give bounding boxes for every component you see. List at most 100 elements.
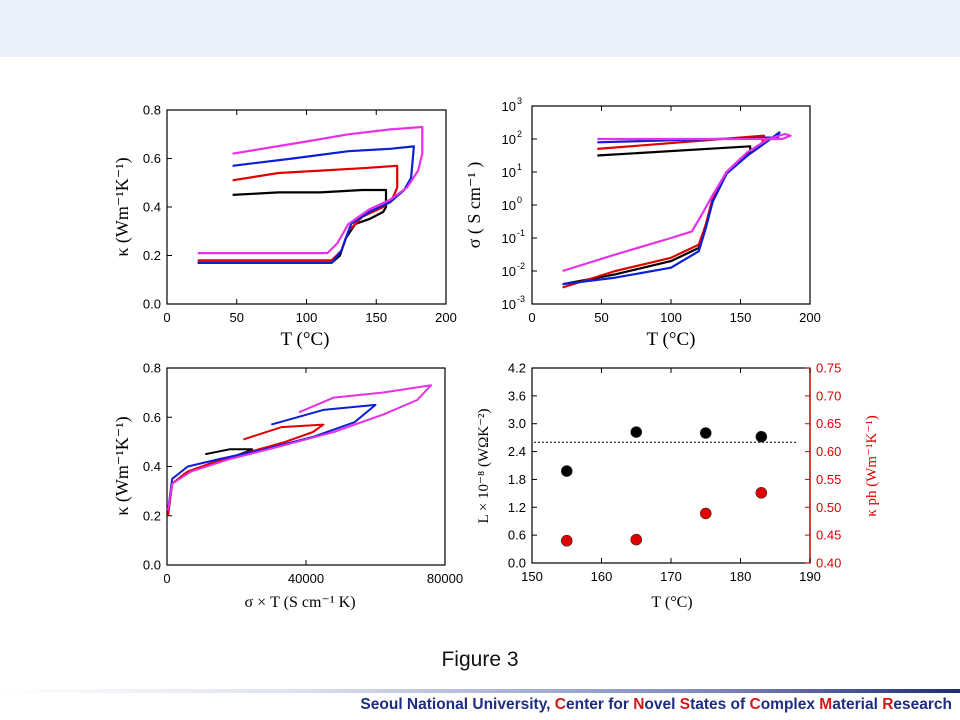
data-point-black <box>630 426 643 438</box>
x-tick-label: 0 <box>163 310 170 325</box>
y-tick-label: 0.0 <box>143 558 161 573</box>
y-tick-exponent: 2 <box>517 129 522 139</box>
title-band <box>0 0 960 57</box>
y-tick-label-right: 0.40 <box>816 556 841 571</box>
data-point-red <box>699 507 712 520</box>
y-tick-label: 10 <box>502 297 516 312</box>
y-tick-label-right: 0.60 <box>816 444 841 459</box>
footer-text-part: aterial <box>832 696 883 713</box>
footer-text-part: esearch <box>893 696 952 713</box>
series-line-magenta <box>562 132 792 273</box>
x-tick-label: 160 <box>591 569 613 584</box>
y-axis-label-left: L × 10⁻⁸ (WΩK⁻²) <box>476 408 492 523</box>
y-tick-label: 10 <box>502 231 516 246</box>
footer-text-part: Seoul National University, <box>360 696 555 713</box>
y-tick-label: 0.0 <box>508 556 526 571</box>
series-line-magenta <box>167 384 433 511</box>
footer-text-part: S <box>679 696 691 713</box>
x-tick-label: 150 <box>365 310 387 325</box>
x-tick-label: 200 <box>799 310 821 325</box>
x-tick-label: 100 <box>660 310 682 325</box>
institution-footer: Seoul National University, Center for No… <box>360 696 952 714</box>
y-tick-label: 0.6 <box>143 410 161 425</box>
series-line-magenta <box>197 125 424 255</box>
x-tick-label: 40000 <box>288 571 324 586</box>
y-tick-label: 0.6 <box>508 528 526 543</box>
series-line-red <box>167 423 325 516</box>
footer-text-part: C <box>749 696 761 713</box>
y-tick-label-right: 0.65 <box>816 416 841 431</box>
y-tick-label: 10 <box>502 198 516 213</box>
plot-frame <box>531 367 811 564</box>
footer-text-part: omplex <box>760 696 820 713</box>
data-point-red <box>560 534 573 547</box>
data-point-black <box>699 427 712 439</box>
series-line-blue <box>167 403 377 511</box>
y-tick-label: 0.4 <box>143 200 161 215</box>
plot-frame <box>166 109 447 305</box>
y-tick-label: 10 <box>502 99 516 114</box>
y-tick-label: 0.6 <box>143 151 161 166</box>
series-line-blue <box>562 131 781 286</box>
x-axis-label: T (°C) <box>647 329 696 350</box>
y-tick-exponent: 3 <box>517 96 522 106</box>
y-tick-label-right: 0.70 <box>816 388 841 403</box>
y-tick-label: 10 <box>502 165 516 180</box>
series-line-blue <box>197 145 415 264</box>
series-line-black <box>562 145 752 286</box>
y-axis-label: σ ( S cm⁻¹ ) <box>464 162 485 249</box>
series-line-black <box>167 448 254 516</box>
y-tick-label: 3.0 <box>508 416 526 431</box>
x-axis-label: σ × T (S cm⁻¹ K) <box>244 594 355 611</box>
x-tick-label: 190 <box>799 569 821 584</box>
y-axis-label: κ (Wm⁻¹K⁻¹) <box>112 416 133 515</box>
x-tick-label: 0 <box>528 310 535 325</box>
footer-text-part: R <box>882 696 894 713</box>
y-tick-exponent: -3 <box>517 294 525 304</box>
x-tick-label: 50 <box>594 310 608 325</box>
y-tick-label: 3.6 <box>508 388 526 403</box>
plot-frame <box>531 105 811 305</box>
footer-text-part: tates of <box>690 696 750 713</box>
footer-text-part: ovel <box>644 696 680 713</box>
figure-caption: Figure 3 <box>441 648 519 671</box>
chart-lorenz-and-kappa-ph: 150 160 170 180 190 0.0 0.6 1.2 1.8 2.4 3.0 3.6 4.2 0… <box>476 361 880 612</box>
x-axis-label: T (°C) <box>281 329 330 350</box>
footer-text-part: N <box>633 696 645 713</box>
data-point-black <box>560 465 573 477</box>
x-tick-label: 50 <box>230 310 244 325</box>
y-tick-exponent: -1 <box>517 228 525 238</box>
series-line-red <box>197 164 399 262</box>
series-line-black <box>197 188 388 264</box>
y-tick-label-right: 0.45 <box>816 528 841 543</box>
y-tick-label: 1.8 <box>508 472 526 487</box>
footer-text-part: enter for <box>566 696 634 713</box>
y-tick-label: 10 <box>502 264 516 279</box>
y-tick-label: 10 <box>502 132 516 147</box>
series-line-red <box>562 134 766 289</box>
y-tick-label: 0.0 <box>143 297 161 312</box>
x-tick-label: 180 <box>730 569 752 584</box>
data-point-black <box>755 430 768 443</box>
data-point-red <box>630 533 643 546</box>
data-point-red <box>755 486 768 499</box>
x-tick-label: 200 <box>435 310 457 325</box>
chart-kappa-vs-temperature: 0 50 100 150 200 0.0 0.2 0.4 0.6 0.8 T (°C) κ (Wm⁻¹… <box>112 103 457 351</box>
x-tick-label: 150 <box>521 569 543 584</box>
y-tick-label: 0.8 <box>143 103 161 118</box>
y-tick-label: 0.8 <box>143 361 161 376</box>
chart-kappa-vs-sigma-t: 0 40000 80000 0.0 0.2 0.4 0.6 0.8 σ × T (S cm⁻¹ … <box>112 361 463 612</box>
x-tick-label: 170 <box>660 569 682 584</box>
y-tick-exponent: 0 <box>517 195 522 205</box>
y-tick-label-right: 0.55 <box>816 472 841 487</box>
x-tick-label: 0 <box>163 571 170 586</box>
y-tick-label: 1.2 <box>508 500 526 515</box>
y-tick-label: 0.2 <box>143 508 161 523</box>
footer-text-part: M <box>819 696 833 713</box>
y-tick-exponent: -2 <box>517 261 525 271</box>
y-tick-label: 4.2 <box>508 361 526 376</box>
y-tick-label: 0.2 <box>143 248 161 263</box>
x-tick-label: 100 <box>296 310 318 325</box>
